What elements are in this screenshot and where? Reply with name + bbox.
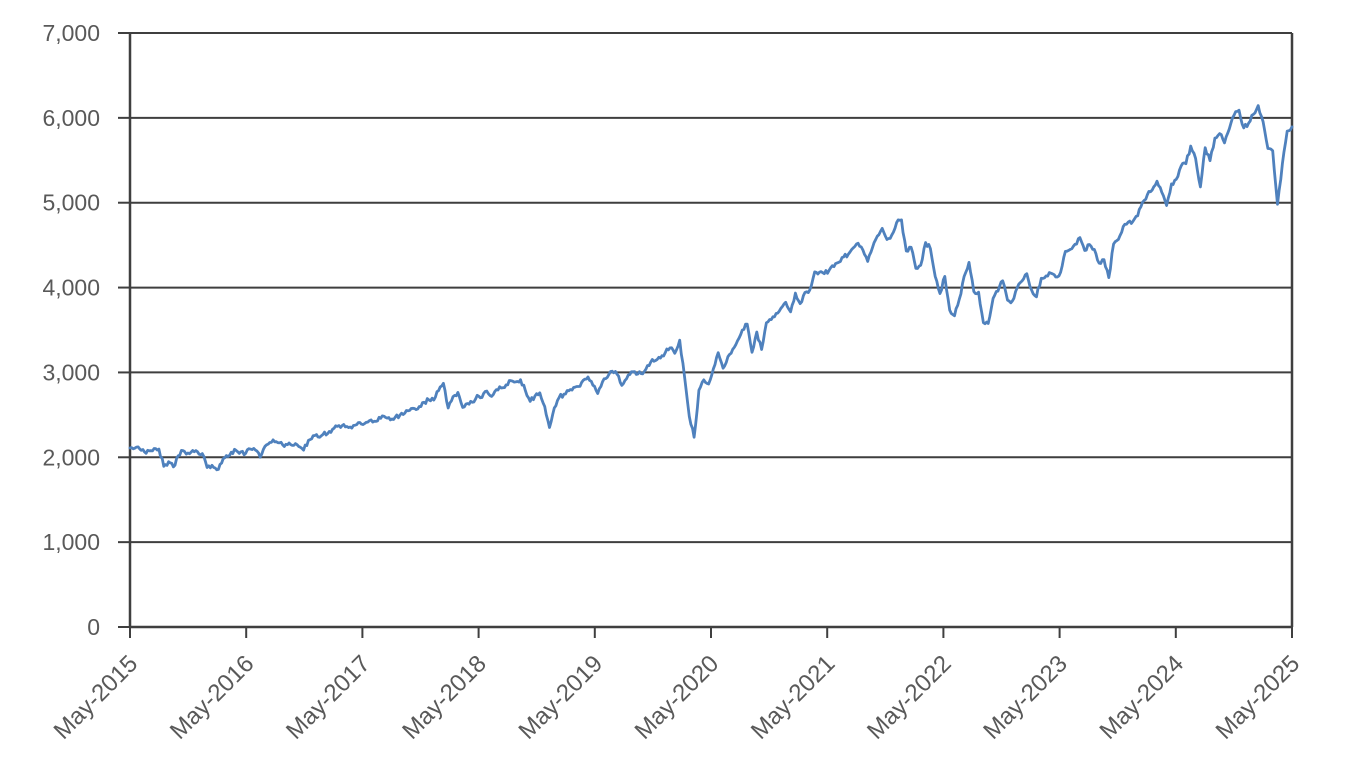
x-axis-label: May-2025	[1211, 650, 1306, 745]
x-axis-label: May-2017	[281, 650, 376, 745]
y-axis-label: 3,000	[42, 359, 100, 385]
x-axis-label: May-2021	[746, 650, 841, 745]
price-line	[128, 104, 1294, 472]
y-axis-label: 0	[87, 614, 100, 640]
y-axis-label: 6,000	[42, 105, 100, 131]
x-axis-label: May-2019	[513, 650, 608, 745]
y-axis-label: 1,000	[42, 529, 100, 555]
y-axis-label: 7,000	[42, 20, 100, 46]
x-axis-label: May-2020	[630, 650, 725, 745]
y-axis-label: 4,000	[42, 275, 100, 301]
x-axis-label: May-2023	[978, 650, 1073, 745]
x-axis-label: May-2016	[165, 650, 260, 745]
x-axis-label: May-2022	[862, 650, 957, 745]
x-axis-label: May-2015	[49, 650, 144, 745]
y-axis-label: 5,000	[42, 190, 100, 216]
x-axis-label: May-2024	[1094, 650, 1189, 745]
y-axis-label: 2,000	[42, 444, 100, 470]
x-axis-label: May-2018	[397, 650, 492, 745]
